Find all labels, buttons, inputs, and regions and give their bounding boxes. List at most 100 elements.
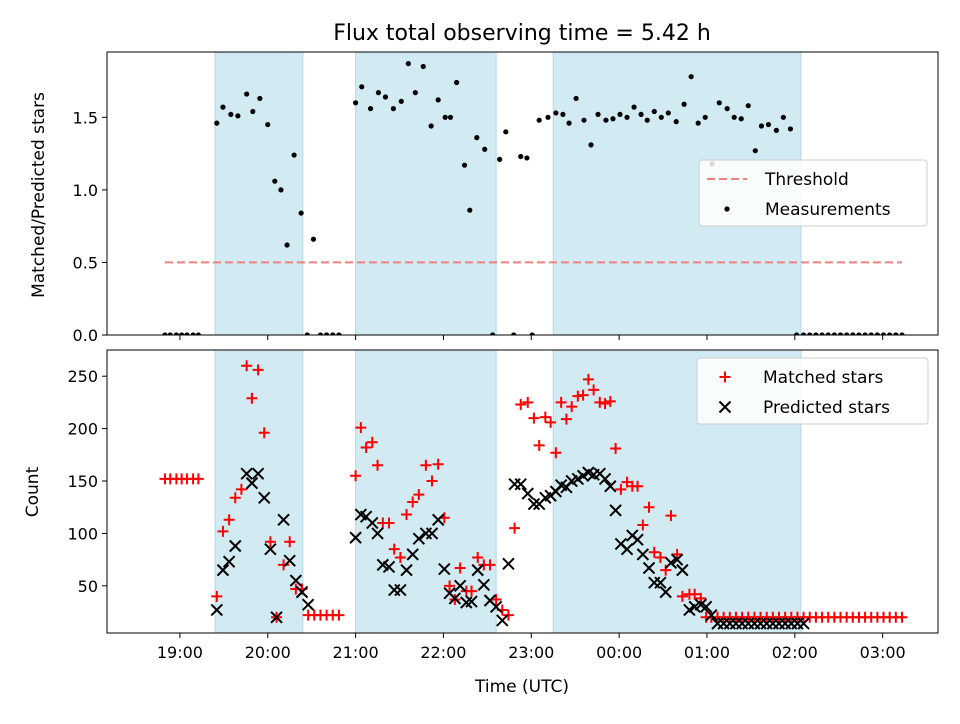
matched-star-point bbox=[284, 536, 296, 548]
measurement-point bbox=[291, 152, 297, 158]
predicted-star-point bbox=[431, 513, 445, 527]
measurement-point bbox=[617, 111, 623, 118]
predicted-star-point bbox=[664, 556, 678, 569]
matched-star-point bbox=[515, 399, 527, 411]
measurement-point bbox=[780, 114, 786, 120]
measurement-point bbox=[497, 156, 503, 162]
matched-star-point bbox=[654, 552, 666, 564]
matched-star-point bbox=[484, 559, 496, 571]
matched-star-point bbox=[333, 609, 345, 621]
matched-star-point bbox=[490, 593, 502, 605]
top-axes-frame bbox=[106, 51, 939, 336]
top-y-tick-label: 0.0 bbox=[73, 326, 98, 345]
measurement-point bbox=[298, 210, 304, 216]
measurement-point bbox=[352, 100, 359, 106]
chart-title: Flux total observing time = 5.42 h bbox=[333, 21, 711, 46]
matched-star-point bbox=[432, 458, 444, 470]
measurement-point bbox=[644, 117, 650, 123]
predicted-star-point bbox=[659, 585, 672, 599]
measurement-point bbox=[474, 135, 480, 141]
measurement-point bbox=[856, 332, 862, 335]
measurement-point bbox=[461, 162, 468, 168]
matched-star-point bbox=[577, 389, 589, 401]
matched-star-point bbox=[454, 562, 466, 574]
measurement-point bbox=[265, 121, 271, 128]
predicted-star-point bbox=[471, 563, 484, 577]
measurement-point bbox=[588, 142, 594, 148]
predicted-star-point bbox=[283, 554, 296, 567]
measurement-point bbox=[893, 332, 899, 335]
measurement-point bbox=[184, 332, 190, 335]
matched-star-point bbox=[560, 413, 572, 425]
measurement-point bbox=[688, 74, 694, 80]
matched-star-point bbox=[572, 390, 584, 402]
matched-star-point bbox=[388, 543, 400, 555]
measurement-point bbox=[162, 332, 168, 335]
matched-star-point bbox=[643, 501, 655, 513]
measurement-point bbox=[490, 332, 496, 335]
matched-star-point bbox=[366, 436, 378, 448]
bottom-axes-frame bbox=[106, 349, 939, 634]
x-tick-label: 03:00 bbox=[860, 643, 906, 662]
measurement-point bbox=[868, 332, 874, 335]
measurement-point bbox=[560, 111, 566, 118]
matched-star-point bbox=[246, 392, 258, 404]
measurement-point bbox=[518, 153, 524, 160]
measurement-point bbox=[731, 114, 737, 120]
predicted-star-point bbox=[425, 527, 439, 540]
predicted-star-point bbox=[654, 576, 667, 589]
matched-star-point bbox=[545, 416, 557, 428]
top-panel: 0.0 0.5 1.0 1.5 Threshold Measurements bbox=[73, 51, 939, 345]
matched-star-point bbox=[211, 590, 223, 602]
measurement-point bbox=[610, 116, 616, 122]
measurement-point bbox=[631, 104, 637, 110]
measurement-point bbox=[244, 91, 250, 97]
measurement-point bbox=[825, 332, 831, 335]
measurement-point bbox=[665, 110, 671, 116]
predicted-star-point bbox=[489, 600, 503, 614]
top-y-tick-label: 1.0 bbox=[73, 181, 98, 200]
matched-star-point bbox=[241, 360, 253, 372]
predicted-star-point bbox=[382, 560, 396, 574]
predicted-star-point bbox=[604, 480, 617, 493]
predicted-star-point bbox=[636, 548, 650, 561]
x-tick-label: 01:00 bbox=[684, 643, 730, 662]
matched-star-point bbox=[594, 396, 606, 408]
matched-star-point bbox=[539, 411, 551, 423]
matched-star-point bbox=[522, 396, 534, 408]
top-y-tick-label: 1.5 bbox=[73, 108, 98, 127]
bottom-y-axis-label: Count bbox=[23, 466, 43, 517]
legend-label-threshold: Threshold bbox=[764, 170, 849, 190]
predicted-star-point bbox=[216, 563, 230, 577]
matched-star-point bbox=[466, 585, 478, 597]
x-tick-label: 20:00 bbox=[245, 643, 291, 662]
measurement-point bbox=[428, 123, 434, 129]
measurement-point bbox=[482, 146, 488, 152]
bottom-y-tick-label: 50 bbox=[78, 577, 98, 596]
measurement-point bbox=[681, 101, 687, 107]
measurement-point bbox=[367, 106, 374, 112]
matched-star-point bbox=[660, 564, 672, 576]
measurement-point bbox=[874, 332, 880, 335]
matched-star-point bbox=[610, 443, 622, 455]
legend-label-predicted-stars: Predicted stars bbox=[763, 398, 890, 418]
measurement-point bbox=[284, 242, 290, 248]
bottom-y-tick-label: 100 bbox=[67, 524, 98, 543]
predicted-star-point bbox=[289, 574, 303, 587]
measurement-point bbox=[758, 123, 765, 129]
measurement-point bbox=[524, 155, 530, 161]
matched-star-point bbox=[401, 509, 413, 521]
measurement-point bbox=[673, 119, 679, 125]
predicted-star-point bbox=[598, 472, 612, 486]
measurement-point bbox=[837, 332, 844, 335]
measurement-point bbox=[831, 332, 837, 335]
x-tick-label: 02:00 bbox=[772, 643, 818, 662]
predicted-star-point bbox=[631, 533, 644, 546]
measurement-point bbox=[651, 108, 657, 115]
predicted-star-point bbox=[258, 491, 271, 504]
matched-star-point bbox=[502, 609, 514, 621]
predicted-star-point bbox=[521, 487, 534, 500]
measurement-point bbox=[638, 111, 644, 118]
matched-star-point bbox=[689, 588, 701, 600]
